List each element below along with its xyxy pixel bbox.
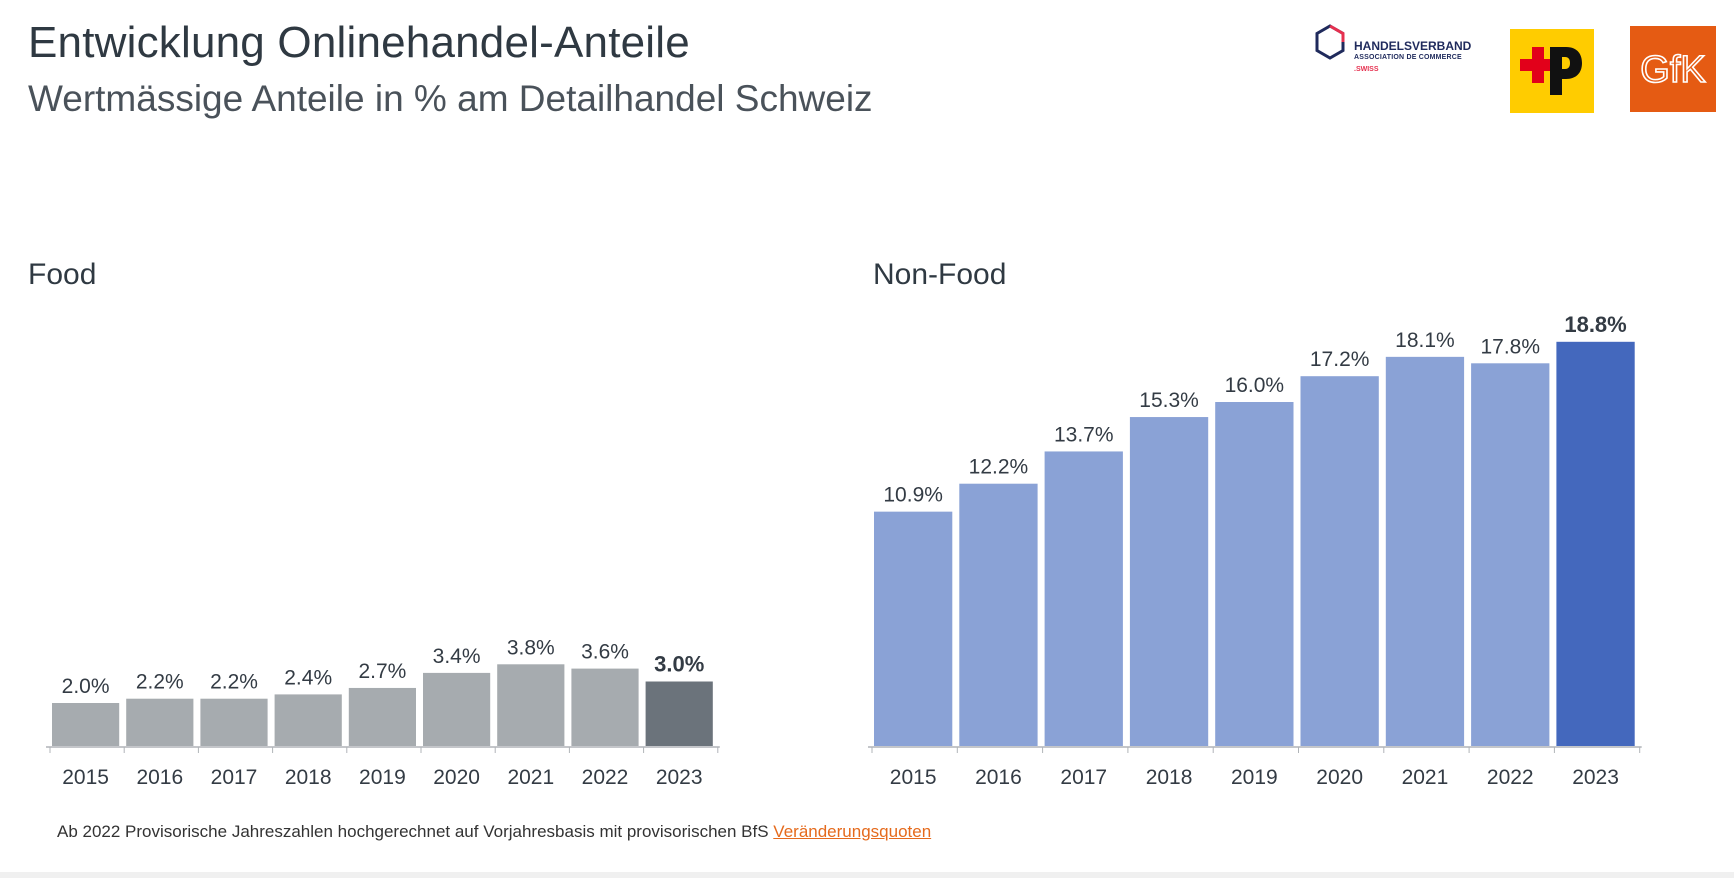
food-tick-label-2018: 2018: [285, 766, 332, 789]
handelsverband-line3: .SWISS: [1354, 66, 1379, 73]
nonfood-tick-label-2018: 2018: [1146, 766, 1193, 789]
nonfood-bar-2023: [1556, 341, 1635, 746]
food-value-label-2015: 2.0%: [62, 675, 110, 698]
food-tick-label-2020: 2020: [433, 766, 480, 789]
nonfood-tick-label-2017: 2017: [1060, 766, 1107, 789]
nonfood-tick-label-2023: 2023: [1572, 766, 1619, 789]
food-bar-2016: [126, 698, 194, 746]
gfk-logo: GfK: [1630, 26, 1716, 112]
nonfood-value-label-2020: 17.2%: [1310, 348, 1370, 371]
food-bar-2018: [274, 694, 342, 746]
footnote: Ab 2022 Provisorische Jahreszahlen hochg…: [57, 822, 931, 842]
nonfood-value-label-2015: 10.9%: [883, 484, 943, 507]
nonfood-bar-2021: [1385, 356, 1465, 746]
nonfood-tick-label-2020: 2020: [1316, 766, 1363, 789]
food-bar-2022: [571, 668, 639, 746]
food-bar-2020: [423, 672, 491, 746]
food-value-label-2019: 2.7%: [358, 660, 406, 683]
nonfood-tick-label-2021: 2021: [1402, 766, 1449, 789]
hexagon-icon: [1315, 24, 1345, 60]
food-value-label-2021: 3.8%: [507, 636, 555, 659]
food-value-label-2023: 3.0%: [654, 652, 704, 677]
page-title: Entwicklung Onlinehandel-Anteile: [28, 18, 690, 67]
food-value-label-2017: 2.2%: [210, 671, 258, 694]
nonfood-tick-label-2022: 2022: [1487, 766, 1534, 789]
handelsverband-logo: HANDELSVERBAND ASSOCIATION DE COMMERCE .…: [1354, 40, 1471, 76]
bottom-bar: [0, 872, 1734, 878]
logo-area: HANDELSVERBAND ASSOCIATION DE COMMERCE .…: [1310, 24, 1720, 114]
swiss-post-logo-icon: [1510, 29, 1594, 113]
nonfood-tick-label-2015: 2015: [890, 766, 937, 789]
food-bar-2015: [52, 703, 120, 746]
nonfood-value-label-2022: 17.8%: [1480, 335, 1540, 358]
handelsverband-line1: HANDELSVERBAND: [1354, 39, 1472, 53]
food-tick-label-2023: 2023: [656, 766, 703, 789]
food-bar-2023: [645, 681, 713, 746]
nonfood-bar-2022: [1471, 363, 1550, 746]
nonfood-bar-2020: [1300, 376, 1379, 746]
nonfood-value-label-2021: 18.1%: [1395, 329, 1455, 352]
food-value-label-2016: 2.2%: [136, 671, 184, 694]
food-tick-label-2017: 2017: [211, 766, 258, 789]
nonfood-tick-label-2019: 2019: [1231, 766, 1278, 789]
footnote-link[interactable]: Veränderungsquoten: [773, 822, 932, 841]
nonfood-value-label-2018: 15.3%: [1139, 389, 1199, 412]
handelsverband-line2: ASSOCIATION DE COMMERCE: [1354, 54, 1462, 61]
food-tick-label-2019: 2019: [359, 766, 406, 789]
food-bar-2019: [348, 687, 416, 746]
nonfood-value-label-2019: 16.0%: [1225, 374, 1285, 397]
food-value-label-2018: 2.4%: [284, 666, 332, 689]
food-tick-label-2016: 2016: [136, 766, 183, 789]
nonfood-bar-2016: [959, 483, 1038, 746]
food-panel-title: Food: [28, 258, 97, 291]
nonfood-value-label-2017: 13.7%: [1054, 423, 1114, 446]
footnote-text: Ab 2022 Provisorische Jahreszahlen hochg…: [57, 822, 769, 841]
gfk-logo-text: GfK: [1640, 49, 1705, 91]
page-subtitle: Wertmässige Anteile in % am Detailhandel…: [28, 78, 873, 119]
nonfood-bar-2019: [1215, 402, 1294, 746]
nonfood-value-label-2023: 18.8%: [1564, 312, 1626, 337]
food-value-label-2020: 3.4%: [433, 645, 481, 668]
food-bar-2017: [200, 698, 268, 746]
nonfood-bar-2015: [874, 511, 953, 746]
nonfood-bar-2017: [1044, 451, 1123, 746]
nonfood-panel-title: Non-Food: [873, 258, 1007, 291]
food-tick-label-2021: 2021: [507, 766, 554, 789]
nonfood-bar-2018: [1129, 417, 1209, 746]
food-value-label-2022: 3.6%: [581, 641, 629, 664]
nonfood-value-label-2016: 12.2%: [969, 456, 1029, 479]
food-bar-2021: [497, 664, 565, 746]
food-tick-label-2022: 2022: [582, 766, 629, 789]
food-tick-label-2015: 2015: [62, 766, 109, 789]
nonfood-tick-label-2016: 2016: [975, 766, 1022, 789]
